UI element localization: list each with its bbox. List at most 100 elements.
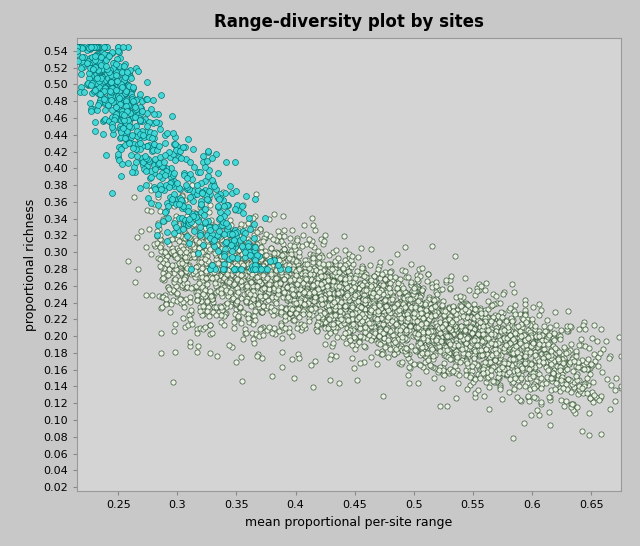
Point — [95, 95, 105, 104]
Point — [451, 330, 461, 339]
Point — [157, 162, 167, 170]
Point — [148, 109, 159, 118]
Point — [472, 333, 482, 341]
Point — [340, 309, 350, 318]
Point — [217, 244, 227, 253]
Point — [401, 336, 411, 345]
Point — [378, 391, 388, 400]
Point — [118, 43, 129, 52]
Point — [339, 316, 349, 324]
Point — [329, 270, 339, 279]
Point — [397, 358, 407, 367]
Point — [312, 278, 323, 287]
Point — [477, 318, 487, 327]
Point — [392, 307, 402, 316]
Point — [193, 328, 203, 337]
Point — [343, 277, 353, 286]
Point — [72, 47, 82, 56]
Point — [182, 262, 193, 270]
Point — [531, 337, 541, 346]
Point — [193, 186, 203, 194]
Point — [482, 329, 492, 338]
Point — [355, 323, 365, 332]
Point — [111, 103, 121, 111]
Point — [526, 368, 536, 377]
Point — [447, 318, 457, 327]
Point — [216, 292, 227, 300]
Point — [366, 276, 376, 284]
Point — [110, 68, 120, 77]
Point — [504, 374, 515, 383]
Point — [368, 305, 378, 314]
Point — [433, 368, 443, 377]
Point — [279, 288, 289, 296]
Point — [418, 330, 428, 339]
Point — [505, 339, 515, 348]
Point — [307, 266, 317, 275]
Point — [419, 351, 429, 360]
Point — [211, 288, 221, 296]
Point — [468, 307, 479, 316]
Point — [313, 313, 323, 322]
Point — [466, 312, 476, 321]
Point — [580, 379, 590, 388]
Point — [237, 242, 248, 251]
Point — [425, 299, 435, 308]
Point — [225, 276, 236, 284]
Point — [113, 103, 124, 112]
Point — [116, 96, 126, 105]
Point — [200, 204, 210, 213]
Point — [508, 348, 518, 357]
Point — [530, 325, 540, 334]
Point — [527, 314, 537, 323]
Point — [188, 186, 198, 195]
Point — [145, 174, 155, 182]
Point — [541, 328, 552, 336]
Point — [504, 367, 514, 376]
Point — [441, 331, 451, 340]
Point — [171, 262, 181, 271]
Point — [201, 235, 211, 244]
Point — [428, 330, 438, 339]
Point — [371, 304, 381, 312]
Point — [470, 290, 480, 299]
Point — [472, 311, 482, 320]
Point — [104, 74, 115, 82]
Point — [297, 323, 307, 331]
Point — [109, 116, 119, 125]
Point — [100, 84, 110, 92]
Point — [177, 234, 188, 242]
Point — [415, 299, 425, 307]
Point — [214, 271, 225, 280]
Point — [154, 118, 164, 127]
Point — [219, 283, 229, 292]
Point — [259, 286, 269, 295]
Point — [360, 273, 371, 282]
Point — [344, 250, 354, 258]
Point — [292, 277, 302, 286]
Point — [358, 313, 368, 322]
Point — [205, 223, 216, 232]
Point — [365, 335, 376, 344]
Point — [358, 314, 368, 323]
Point — [220, 310, 230, 318]
Point — [383, 284, 394, 293]
Point — [399, 301, 409, 310]
Point — [323, 276, 333, 284]
Point — [494, 318, 504, 327]
Point — [378, 329, 388, 337]
Point — [385, 339, 395, 347]
Point — [371, 290, 381, 299]
Point — [252, 265, 262, 274]
Point — [234, 278, 244, 287]
Point — [358, 268, 369, 276]
Point — [268, 280, 278, 289]
Point — [197, 253, 207, 262]
Point — [531, 333, 541, 342]
Point — [349, 294, 359, 302]
Point — [285, 241, 295, 250]
Point — [161, 181, 171, 189]
Point — [174, 147, 184, 156]
Point — [164, 263, 175, 271]
Point — [387, 291, 397, 300]
